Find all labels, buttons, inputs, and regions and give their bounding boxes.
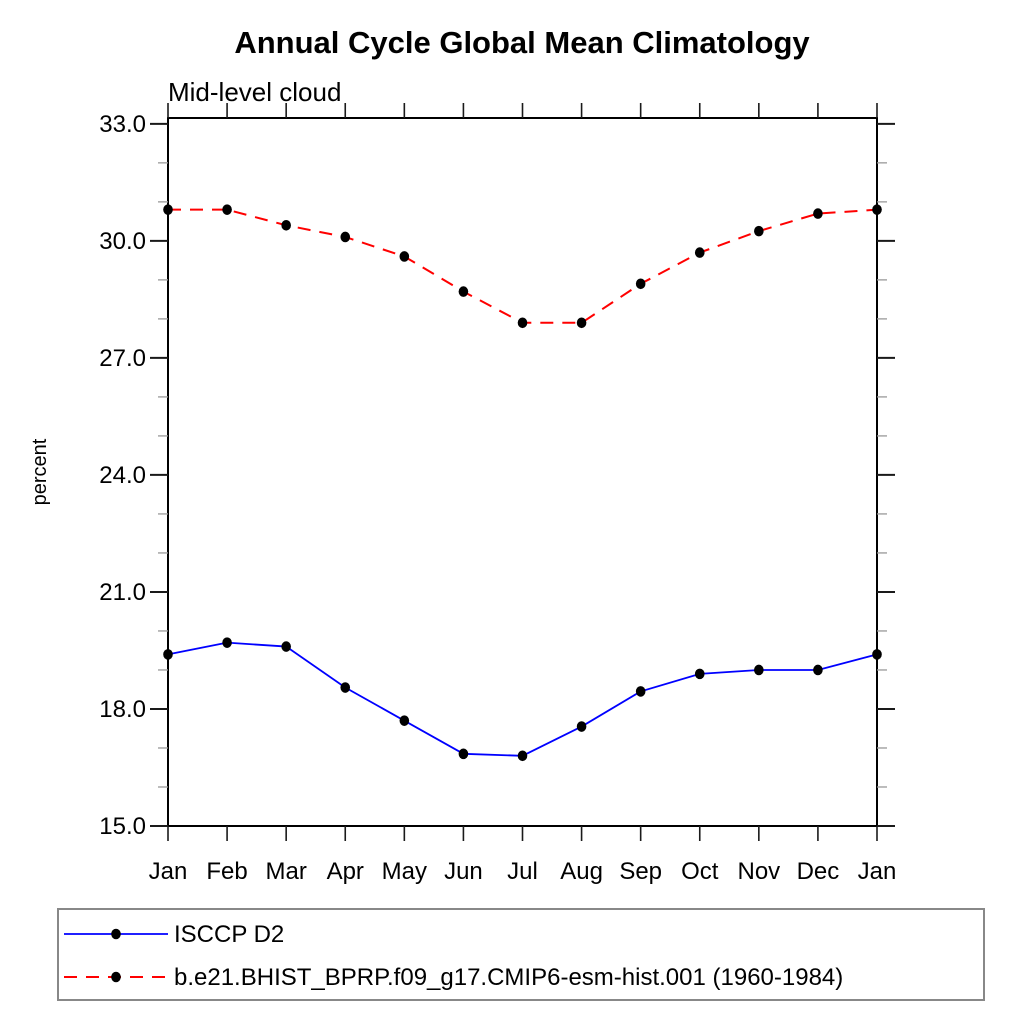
legend-line-samples <box>64 928 168 983</box>
data-series <box>163 204 882 762</box>
data-point-marker <box>813 208 823 219</box>
month-label: Jan <box>858 858 897 885</box>
legend-label-model-run: b.e21.BHIST_BPRP.f09_g17.CMIP6-esm-hist.… <box>174 964 843 991</box>
data-point-marker <box>222 204 232 215</box>
data-point-marker <box>281 219 291 231</box>
month-label: Sep <box>619 858 662 885</box>
data-point-marker <box>399 251 410 262</box>
y-tick-label: 24.0 <box>99 462 146 489</box>
legend-label-isccp-d2: ISCCP D2 <box>174 921 284 948</box>
month-label: Jun <box>444 858 483 885</box>
month-label: Oct <box>681 858 719 885</box>
plot-border <box>167 117 878 827</box>
chart-title: Annual Cycle Global Mean Climatology <box>234 25 810 60</box>
month-label: May <box>382 858 427 885</box>
y-axis-label: percent <box>29 438 51 505</box>
legend: ISCCP D2 b.e21.BHIST_BPRP.f09_g17.CMIP6-… <box>57 908 985 1001</box>
month-label: Aug <box>560 858 603 885</box>
series-line-0 <box>167 641 878 757</box>
series-line-1 <box>168 208 878 324</box>
month-label: Jul <box>507 858 538 885</box>
data-point-marker <box>340 231 351 243</box>
axis-tick-labels: Jan Feb Mar Apr May Jun Jul Aug Sep Oct Nov Dec Jan1… <box>99 111 896 885</box>
month-label: Jan <box>149 858 188 885</box>
plot-frame <box>167 117 878 827</box>
month-label: Apr <box>327 858 364 885</box>
data-point-marker <box>163 204 173 215</box>
data-point-marker <box>458 748 469 760</box>
data-point-marker <box>576 721 587 732</box>
data-point-marker <box>399 715 410 726</box>
legend-box <box>57 908 985 1001</box>
data-point-marker <box>694 668 705 680</box>
legend-sample-marker-1 <box>111 971 121 983</box>
data-point-marker <box>222 637 232 648</box>
axis-ticks <box>150 103 895 841</box>
y-tick-label: 30.0 <box>99 228 146 255</box>
data-point-marker <box>281 641 291 652</box>
data-point-marker <box>517 317 528 329</box>
data-point-marker <box>754 664 764 676</box>
y-tick-label: 33.0 <box>99 111 146 138</box>
data-point-marker <box>635 686 646 697</box>
data-point-marker <box>872 649 882 660</box>
y-tick-label: 18.0 <box>99 696 146 723</box>
data-point-marker <box>872 204 882 215</box>
month-label: Feb <box>206 858 247 885</box>
month-label: Mar <box>265 858 306 885</box>
chart-subtitle: Mid-level cloud <box>168 77 341 107</box>
data-point-marker <box>635 278 646 290</box>
y-tick-label: 27.0 <box>99 345 146 372</box>
data-point-marker <box>458 286 469 297</box>
data-point-marker <box>694 247 705 258</box>
y-tick-label: 21.0 <box>99 579 146 606</box>
data-point-marker <box>517 750 528 762</box>
month-label: Dec <box>797 858 840 885</box>
data-point-marker <box>340 682 351 693</box>
legend-sample-marker-0 <box>111 928 121 940</box>
data-point-marker <box>754 225 764 237</box>
data-point-marker <box>163 649 173 660</box>
y-tick-label: 15.0 <box>99 813 146 840</box>
data-point-marker <box>813 664 823 676</box>
data-point-marker <box>576 317 587 329</box>
month-label: Nov <box>737 858 780 885</box>
